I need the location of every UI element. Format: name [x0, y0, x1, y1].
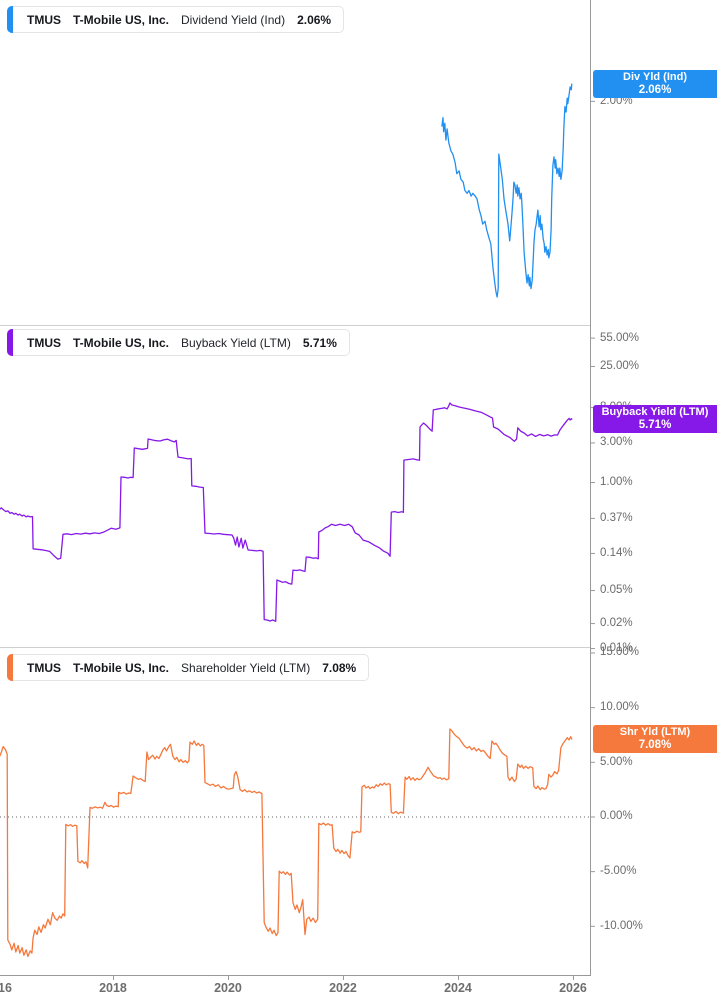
- chip-metric-label: Div Yld (Ind): [623, 71, 687, 84]
- ticker-label: TMUS: [27, 335, 61, 350]
- series-legend-buyback-yield[interactable]: TMUS T-Mobile US, Inc. Buyback Yield (LT…: [7, 329, 350, 356]
- chip-value: 2.06%: [638, 84, 672, 97]
- dividend-yield-line: [441, 83, 573, 298]
- y-axis-tick-label: 25.00%: [600, 360, 640, 373]
- series-legend-dividend-yield[interactable]: TMUS T-Mobile US, Inc. Dividend Yield (I…: [7, 6, 345, 33]
- series-color-bar: [7, 329, 13, 356]
- x-axis-tick-label: 2024: [444, 981, 472, 995]
- series-color-bar: [7, 654, 13, 681]
- x-axis-tick-label: 2020: [214, 981, 242, 995]
- buyback-yield-line: [0, 402, 573, 622]
- y-axis-tick-label: 10.00%: [600, 701, 640, 714]
- chip-metric-label: Buyback Yield (LTM): [601, 406, 709, 419]
- series-legend-shareholder-yield[interactable]: TMUS T-Mobile US, Inc. Shareholder Yield…: [7, 654, 370, 681]
- y-axis-tick-label: 55.00%: [600, 331, 640, 344]
- y-axis-tick-label: 1.00%: [600, 476, 633, 489]
- x-axis-tick-label: 2018: [99, 981, 127, 995]
- x-axis-tick-label: 2016: [0, 981, 12, 995]
- metric-value: 7.08%: [322, 660, 357, 675]
- chip-value: 5.71%: [638, 419, 672, 432]
- y-axis-tick-label: 15.00%: [600, 646, 640, 659]
- y-axis-tick-label: 0.37%: [600, 511, 633, 524]
- company-name: T-Mobile US, Inc.: [73, 12, 170, 27]
- metric-name: Dividend Yield (Ind): [181, 12, 286, 27]
- y-axis-tick-label: 0.01%: [600, 642, 633, 655]
- value-chip-buyback-yield: Buyback Yield (LTM) 5.71%: [593, 405, 717, 434]
- chip-metric-label: Shr Yld (LTM): [619, 726, 691, 739]
- metric-value: 5.71%: [302, 335, 337, 350]
- y-axis-tick-label: 0.02%: [600, 617, 633, 630]
- company-name: T-Mobile US, Inc.: [73, 660, 170, 675]
- ticker-label: TMUS: [27, 12, 61, 27]
- metric-value: 2.06%: [297, 12, 332, 27]
- series-color-bar: [7, 6, 13, 33]
- value-chip-dividend-yield: Div Yld (Ind) 2.06%: [593, 70, 717, 99]
- y-axis-tick-label: -10.00%: [600, 919, 643, 932]
- y-axis-tick-label: 0.14%: [600, 546, 633, 559]
- y-axis-tick-label: -5.00%: [600, 865, 637, 878]
- chip-value: 7.08%: [638, 739, 672, 752]
- y-axis-tick-label: 5.00%: [600, 755, 633, 768]
- company-name: T-Mobile US, Inc.: [73, 335, 170, 350]
- y-axis-tick-label: 0.00%: [600, 810, 633, 823]
- value-chip-shareholder-yield: Shr Yld (LTM) 7.08%: [593, 725, 717, 754]
- shareholder-yield-line: [0, 728, 573, 958]
- ticker-label: TMUS: [27, 660, 61, 675]
- y-axis-tick-label: 0.05%: [600, 584, 633, 597]
- x-axis-tick-label: 2026: [559, 981, 587, 995]
- metric-name: Shareholder Yield (LTM): [181, 660, 311, 675]
- x-axis-tick-label: 2022: [329, 981, 357, 995]
- metric-name: Buyback Yield (LTM): [181, 335, 291, 350]
- y-axis-tick-label: 3.00%: [600, 436, 633, 449]
